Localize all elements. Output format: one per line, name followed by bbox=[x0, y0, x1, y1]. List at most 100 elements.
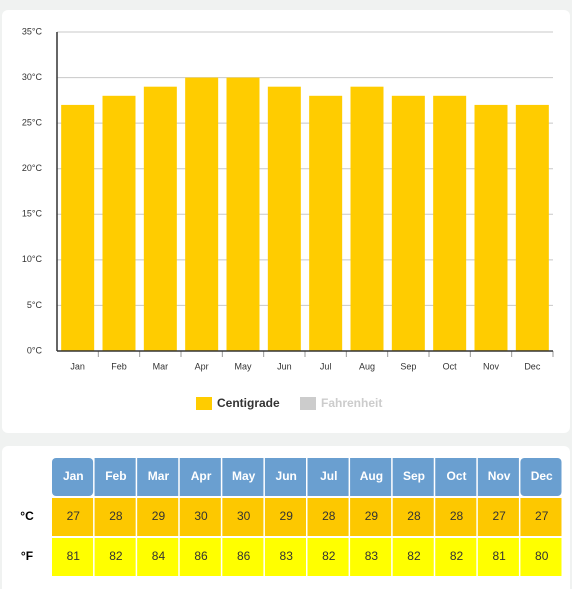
header-cell bbox=[350, 458, 392, 496]
header-cell bbox=[94, 458, 136, 496]
header-text: May bbox=[232, 469, 256, 483]
header-text: Jul bbox=[320, 469, 337, 483]
y-tick-label: 25°C bbox=[22, 118, 43, 128]
bar bbox=[350, 86, 384, 351]
bar bbox=[433, 95, 467, 351]
x-tick-label: Jul bbox=[320, 361, 332, 371]
header-cell bbox=[137, 458, 179, 496]
table-cell bbox=[520, 498, 562, 536]
cell-text: 28 bbox=[450, 509, 464, 523]
cell-text: 27 bbox=[535, 509, 549, 523]
cell-text: 83 bbox=[365, 549, 379, 563]
cell-text: 82 bbox=[109, 549, 123, 563]
table-cell bbox=[477, 538, 519, 576]
bar bbox=[309, 95, 343, 351]
header-cell bbox=[435, 458, 477, 496]
table-cell bbox=[350, 538, 392, 576]
cell-text: 28 bbox=[109, 509, 123, 523]
legend-swatch[interactable] bbox=[300, 397, 316, 410]
table-cell bbox=[307, 538, 349, 576]
x-tick-label: Apr bbox=[195, 361, 209, 371]
header-text: Aug bbox=[360, 469, 383, 483]
cell-text: 82 bbox=[322, 549, 336, 563]
header-text: Dec bbox=[531, 469, 553, 483]
header-cell bbox=[520, 458, 562, 496]
table-cell bbox=[52, 498, 94, 536]
y-tick-label: 30°C bbox=[22, 72, 43, 82]
legend-swatch[interactable] bbox=[196, 397, 212, 410]
header-cell bbox=[52, 458, 94, 496]
y-tick-label: 5°C bbox=[27, 300, 43, 310]
cell-text: 29 bbox=[280, 509, 294, 523]
cell-text: 81 bbox=[492, 549, 506, 563]
header-text: Apr bbox=[191, 469, 212, 483]
header-cell bbox=[264, 458, 306, 496]
header-cell bbox=[179, 458, 221, 496]
x-tick-label: Dec bbox=[524, 361, 541, 371]
table-cell bbox=[52, 538, 94, 576]
x-tick-label: May bbox=[234, 361, 252, 371]
header-text: Nov bbox=[488, 469, 511, 483]
header-text: Mar bbox=[148, 469, 170, 483]
y-tick-label: 35°C bbox=[22, 26, 43, 36]
row-label: °C bbox=[20, 509, 34, 523]
bar bbox=[474, 104, 508, 352]
table-cell bbox=[94, 538, 136, 576]
legend-label[interactable]: Centigrade bbox=[217, 396, 280, 410]
x-tick-label: Nov bbox=[483, 361, 500, 371]
table-cell bbox=[392, 498, 434, 536]
bar bbox=[185, 77, 219, 352]
cell-text: 81 bbox=[67, 549, 81, 563]
table-cell bbox=[392, 538, 434, 576]
table-cell bbox=[137, 498, 179, 536]
header-text: Feb bbox=[105, 469, 126, 483]
table-cell bbox=[94, 498, 136, 536]
cell-text: 28 bbox=[407, 509, 421, 523]
cell-text: 29 bbox=[152, 509, 166, 523]
table-cell bbox=[307, 498, 349, 536]
bar bbox=[143, 86, 177, 351]
legend-label[interactable]: Fahrenheit bbox=[321, 396, 382, 410]
x-tick-label: Jun bbox=[277, 361, 292, 371]
table-cell bbox=[264, 498, 306, 536]
cell-text: 27 bbox=[492, 509, 506, 523]
header-text: Jun bbox=[276, 469, 297, 483]
cell-text: 29 bbox=[365, 509, 379, 523]
cell-text: 30 bbox=[237, 509, 251, 523]
y-tick-label: 0°C bbox=[27, 345, 43, 355]
cell-text: 30 bbox=[194, 509, 208, 523]
cell-text: 28 bbox=[322, 509, 336, 523]
header-cell bbox=[307, 458, 349, 496]
bar bbox=[61, 104, 95, 352]
header-text: Jan bbox=[63, 469, 84, 483]
header-cell bbox=[477, 458, 519, 496]
table-cell bbox=[477, 498, 519, 536]
cell-text: 82 bbox=[450, 549, 464, 563]
bar bbox=[515, 104, 549, 352]
x-tick-label: Sep bbox=[400, 361, 416, 371]
cell-text: 84 bbox=[152, 549, 166, 563]
cell-text: 86 bbox=[237, 549, 251, 563]
cell-text: 86 bbox=[194, 549, 208, 563]
cell-text: 83 bbox=[280, 549, 294, 563]
table-cell bbox=[520, 538, 562, 576]
bar bbox=[391, 95, 425, 351]
cell-text: 27 bbox=[67, 509, 81, 523]
header-text: Sep bbox=[403, 469, 425, 483]
cell-text: 82 bbox=[407, 549, 421, 563]
table-cell bbox=[435, 498, 477, 536]
y-tick-label: 20°C bbox=[22, 163, 43, 173]
cell-text: 80 bbox=[535, 549, 549, 563]
header-text: Oct bbox=[447, 469, 467, 483]
bar bbox=[102, 95, 136, 351]
table-cell bbox=[222, 498, 264, 536]
table-cell bbox=[435, 538, 477, 576]
header-cell bbox=[222, 458, 264, 496]
table-cell bbox=[179, 538, 221, 576]
row-label: °F bbox=[21, 549, 33, 563]
bar bbox=[226, 77, 260, 352]
table-cell bbox=[264, 538, 306, 576]
x-tick-label: Mar bbox=[153, 361, 169, 371]
y-tick-label: 15°C bbox=[22, 209, 43, 219]
